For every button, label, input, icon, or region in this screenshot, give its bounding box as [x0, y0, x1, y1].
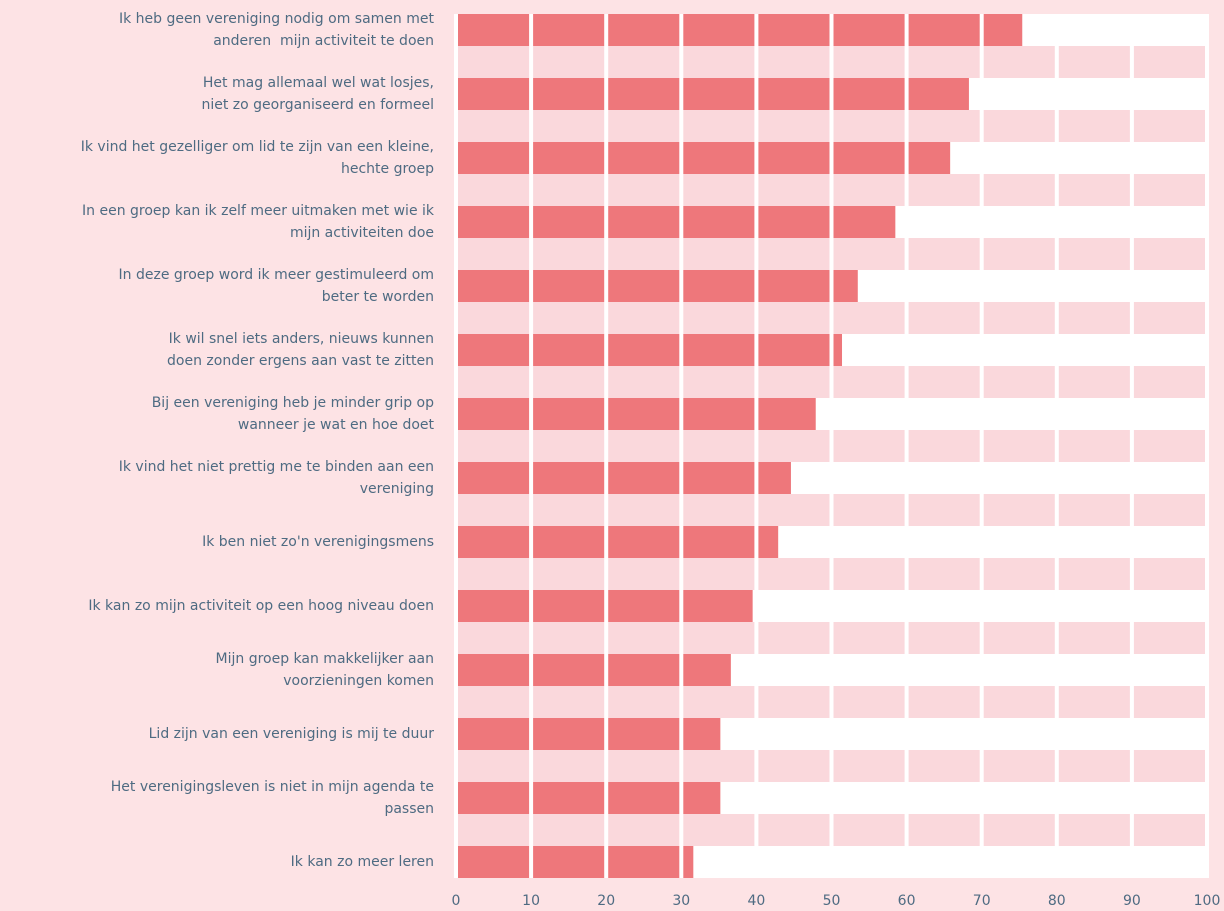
- category-label: In deze groep word ik meer gestimuleerd …: [118, 267, 434, 305]
- x-tick-label: 70: [973, 893, 991, 909]
- bar: [456, 142, 951, 174]
- category-label: Ik kan zo meer leren: [290, 854, 434, 870]
- bar: [456, 654, 731, 686]
- category-label: Het verenigingsleven is niet in mijn age…: [110, 779, 434, 817]
- bar: [456, 462, 791, 494]
- x-tick-label: 20: [597, 893, 615, 909]
- bar: [456, 782, 721, 814]
- bar: [456, 846, 694, 878]
- x-tick-label: 0: [452, 893, 461, 909]
- bar: [456, 206, 896, 238]
- category-label: Bij een vereniging heb je minder grip op…: [151, 395, 434, 433]
- bar: [456, 526, 779, 558]
- category-label: Mijn groep kan makkelijker aan voorzieni…: [215, 651, 434, 689]
- category-label: Ik heb geen vereniging nodig om samen me…: [118, 11, 434, 49]
- x-tick-label: 50: [823, 893, 841, 909]
- x-tick-label: 10: [522, 893, 540, 909]
- category-label: Ik kan zo mijn activiteit op een hoog ni…: [88, 598, 434, 614]
- category-label: Het mag allemaal wel wat losjes, niet zo…: [201, 75, 434, 113]
- bar: [456, 718, 721, 750]
- x-tick-label: 90: [1123, 893, 1141, 909]
- category-label: Ik vind het niet prettig me te binden aa…: [118, 459, 434, 497]
- category-label: Ik ben niet zo'n verenigingsmens: [202, 534, 434, 550]
- category-label: In een groep kan ik zelf meer uitmaken m…: [82, 203, 434, 241]
- bar: [456, 14, 1023, 46]
- bar: [456, 334, 843, 366]
- bar: [456, 270, 858, 302]
- x-tick-label: 40: [747, 893, 765, 909]
- category-label: Ik wil snel iets anders, nieuws kunnen d…: [167, 331, 434, 369]
- x-tick-label: 30: [672, 893, 690, 909]
- x-tick-label: 80: [1048, 893, 1066, 909]
- category-label: Lid zijn van een vereniging is mij te du…: [148, 726, 434, 742]
- bar: [456, 78, 969, 110]
- x-tick-label: 100: [1194, 893, 1221, 909]
- category-label: Ik vind het gezelliger om lid te zijn va…: [80, 139, 434, 177]
- x-tick-label: 60: [898, 893, 916, 909]
- bar: [456, 398, 816, 430]
